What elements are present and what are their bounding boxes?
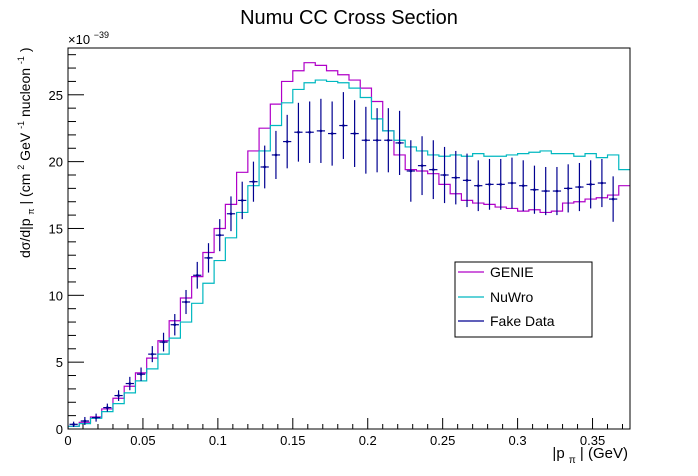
data-marker xyxy=(139,372,143,376)
legend: GENIE NuWro Fake Data xyxy=(454,261,593,338)
x-axis-title-tail: | (GeV) xyxy=(580,445,628,462)
chart-title: Numu CC Cross Section xyxy=(240,7,458,29)
x-tick-label: 0.05 xyxy=(130,433,155,448)
data-marker xyxy=(308,130,311,134)
legend-label-nuwro: NuWro xyxy=(490,289,534,305)
x-tick-label: 0 xyxy=(64,433,71,448)
data-marker xyxy=(162,340,165,344)
data-marker xyxy=(465,179,469,182)
data-marker xyxy=(555,189,559,193)
data-marker xyxy=(151,352,154,356)
data-marker xyxy=(173,323,177,327)
data-marker xyxy=(409,169,413,173)
data-marker xyxy=(207,256,210,260)
y-tick-label: 15 xyxy=(49,221,63,236)
data-marker xyxy=(195,273,199,277)
data-marker xyxy=(521,184,525,187)
data-marker xyxy=(432,168,435,171)
data-marker xyxy=(240,199,244,202)
data-marker xyxy=(454,176,458,179)
data-marker xyxy=(611,197,615,201)
data-marker xyxy=(330,132,334,135)
data-marker xyxy=(364,138,368,142)
series-line-genie xyxy=(68,62,630,429)
data-marker xyxy=(128,382,132,385)
data-marker xyxy=(544,189,547,193)
data-marker xyxy=(375,138,379,142)
data-marker xyxy=(353,132,356,135)
x-tick-label: 0.35 xyxy=(580,433,605,448)
data-marker xyxy=(319,129,323,133)
data-marker xyxy=(184,300,188,304)
x-tick-label: 0.15 xyxy=(280,433,305,448)
y-tick-label: 0 xyxy=(56,422,63,437)
y-tick-label: 25 xyxy=(49,88,63,103)
data-marker xyxy=(499,183,503,186)
y-multiplier-base: ×10 xyxy=(68,32,90,47)
data-marker xyxy=(274,153,278,157)
data-marker xyxy=(83,419,87,423)
data-marker xyxy=(218,233,222,237)
legend-label-fake-data: Fake Data xyxy=(490,313,555,329)
y-multiplier-exponent: −39 xyxy=(94,30,109,40)
data-marker xyxy=(117,394,120,397)
data-marker xyxy=(488,183,491,186)
data-marker xyxy=(533,188,536,192)
data-marker xyxy=(285,140,289,143)
data-marker xyxy=(252,180,255,183)
data-marker xyxy=(106,406,109,409)
x-axis-title: |p π | (GeV) xyxy=(552,445,628,467)
plot-frame xyxy=(67,47,631,430)
data-marker xyxy=(297,130,300,134)
x-tick-label: 0.1 xyxy=(209,433,227,448)
y-multiplier: ×10 −39 xyxy=(68,30,109,47)
data-marker xyxy=(566,187,570,190)
x-tick-label: 0.2 xyxy=(359,433,377,448)
data-marker xyxy=(398,141,401,145)
x-tick-label: 0.25 xyxy=(430,433,455,448)
data-marker xyxy=(476,184,480,187)
data-marker xyxy=(229,212,233,216)
legend-label-genie: GENIE xyxy=(490,264,534,280)
data-marker xyxy=(600,181,604,185)
x-tick-label: 0.3 xyxy=(509,433,527,448)
data-marker xyxy=(263,165,267,169)
x-axis-title-sub: π xyxy=(569,455,576,466)
data-marker xyxy=(510,181,514,185)
x-axis-title-main: |p xyxy=(552,445,564,462)
data-marker xyxy=(94,416,98,419)
y-axis-title: dσ/d|p π | (cm 2 GeV -1 nucleon -1 ) xyxy=(11,47,37,258)
series-line-nuwro xyxy=(68,79,630,429)
legend-box xyxy=(454,261,593,338)
series-points-fake-data xyxy=(69,92,618,427)
data-marker xyxy=(589,183,592,186)
data-marker xyxy=(387,138,390,142)
data-marker xyxy=(443,173,446,177)
data-marker xyxy=(578,185,581,189)
data-marker xyxy=(342,124,345,127)
data-marker xyxy=(72,423,75,426)
y-tick-label: 10 xyxy=(49,288,63,303)
y-tick-label: 20 xyxy=(49,155,63,170)
data-marker xyxy=(420,164,424,167)
y-tick-label: 5 xyxy=(56,355,63,370)
